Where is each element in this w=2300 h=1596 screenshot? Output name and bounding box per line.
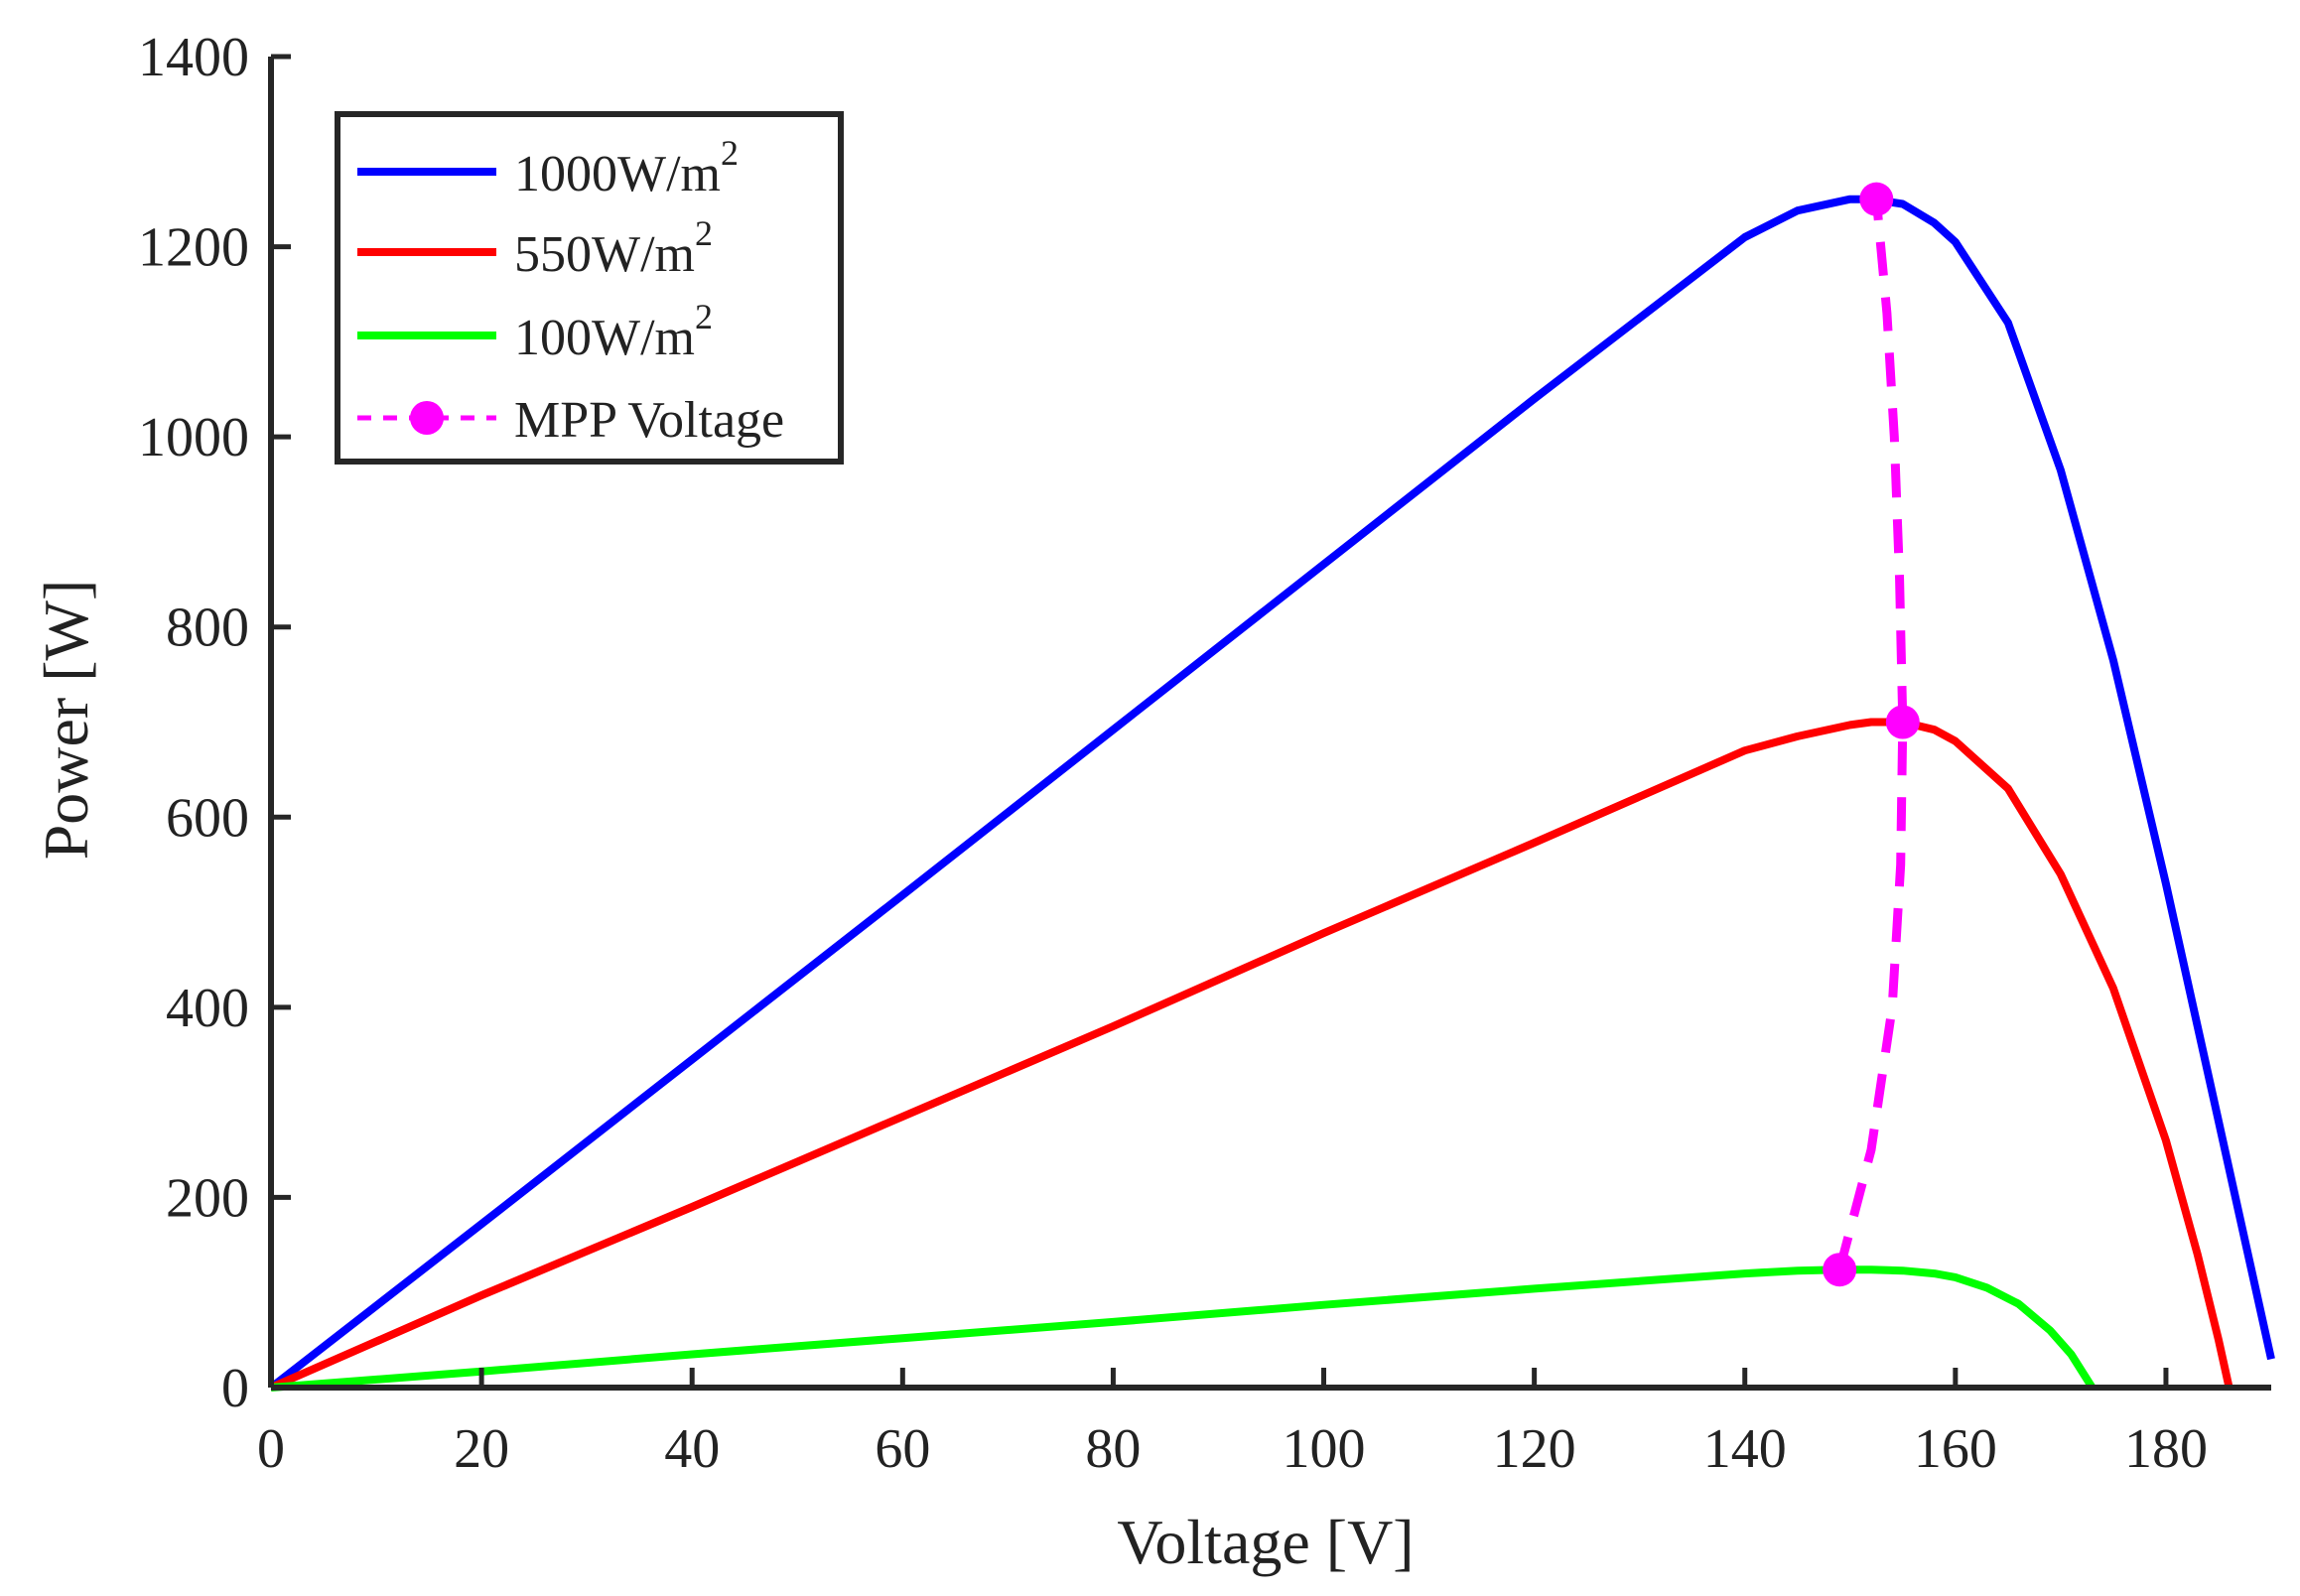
x-tick-label: 20 bbox=[454, 1418, 509, 1480]
x-tick-label: 40 bbox=[664, 1418, 720, 1480]
x-axis-title: Voltage [V] bbox=[1117, 1507, 1414, 1577]
legend-label-2: 550W/m2 bbox=[514, 213, 713, 283]
y-tick-label: 1400 bbox=[138, 27, 249, 88]
y-tick-label: 200 bbox=[166, 1167, 249, 1229]
series-line-550w-m2 bbox=[269, 718, 2233, 1392]
legend-label-1: 1000W/m2 bbox=[514, 133, 739, 202]
axes bbox=[268, 54, 2271, 1391]
mpp-marker-2 bbox=[1885, 705, 1920, 739]
y-tick-label: 600 bbox=[166, 787, 249, 849]
x-tick-label: 80 bbox=[1085, 1418, 1141, 1480]
x-tick-label: 60 bbox=[875, 1418, 930, 1480]
y-tick-label: 1000 bbox=[138, 407, 249, 468]
x-tick-label: 0 bbox=[257, 1418, 285, 1480]
y-tick-label: 400 bbox=[166, 978, 249, 1039]
legend: 1000W/m2 550W/m2 100W/m2 MPP Voltage bbox=[335, 111, 844, 465]
legend-label-4: MPP Voltage bbox=[514, 392, 784, 449]
x-tick-label: 120 bbox=[1493, 1418, 1576, 1480]
mpp-marker-3 bbox=[1859, 182, 1894, 216]
legend-label-3: 100W/m2 bbox=[514, 297, 713, 366]
tick-labels: 0 20 40 60 80 100 120 140 160 180 0 200 400 600 800 100… bbox=[138, 27, 2208, 1480]
x-tick-label: 160 bbox=[1914, 1418, 1997, 1480]
series-line-100w-m2 bbox=[270, 1265, 2097, 1392]
mpp-marker-1 bbox=[1823, 1253, 1857, 1287]
x-tick-label: 180 bbox=[2124, 1418, 2208, 1480]
y-axis-title: Power [W] bbox=[31, 580, 101, 861]
series-line-mpp-voltage bbox=[1834, 199, 1908, 1271]
series-layer bbox=[268, 182, 2275, 1392]
x-tick-label: 140 bbox=[1703, 1418, 1787, 1480]
y-tick-label: 800 bbox=[166, 598, 249, 659]
legend-marker bbox=[410, 401, 444, 435]
y-tick-label: 1200 bbox=[138, 217, 249, 279]
x-tick-label: 100 bbox=[1283, 1418, 1366, 1480]
y-tick-label: 0 bbox=[221, 1358, 249, 1419]
